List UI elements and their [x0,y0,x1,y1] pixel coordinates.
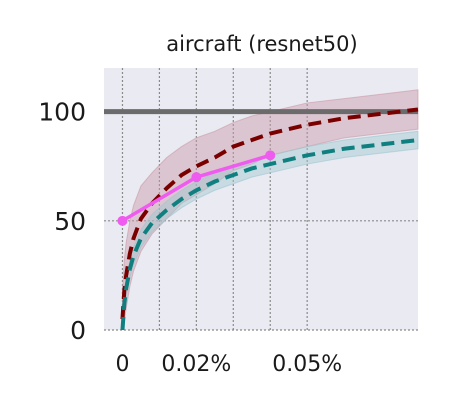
y-tick-label: 0 [70,316,86,345]
y-tick-label: 50 [54,207,86,236]
x-tick-label: 0.02% [161,352,231,377]
x-tick-label: 0 [115,352,129,377]
series-line [120,138,419,331]
x-tick-label: 0.05% [272,352,342,377]
y-axis-ticks: 0 50 100 [38,98,86,345]
series-markers [117,150,276,226]
y-tick-label: 100 [38,98,86,127]
data-point [265,150,276,161]
data-point [191,172,202,183]
data-point [117,215,128,226]
chart-title: aircraft (resnet50) [166,32,357,56]
confidence-band [121,130,419,331]
x-axis-ticks: 0 0.02% 0.05% [115,352,342,377]
confidence-bands [121,89,419,331]
series-line [120,107,419,320]
confidence-band [121,89,419,331]
